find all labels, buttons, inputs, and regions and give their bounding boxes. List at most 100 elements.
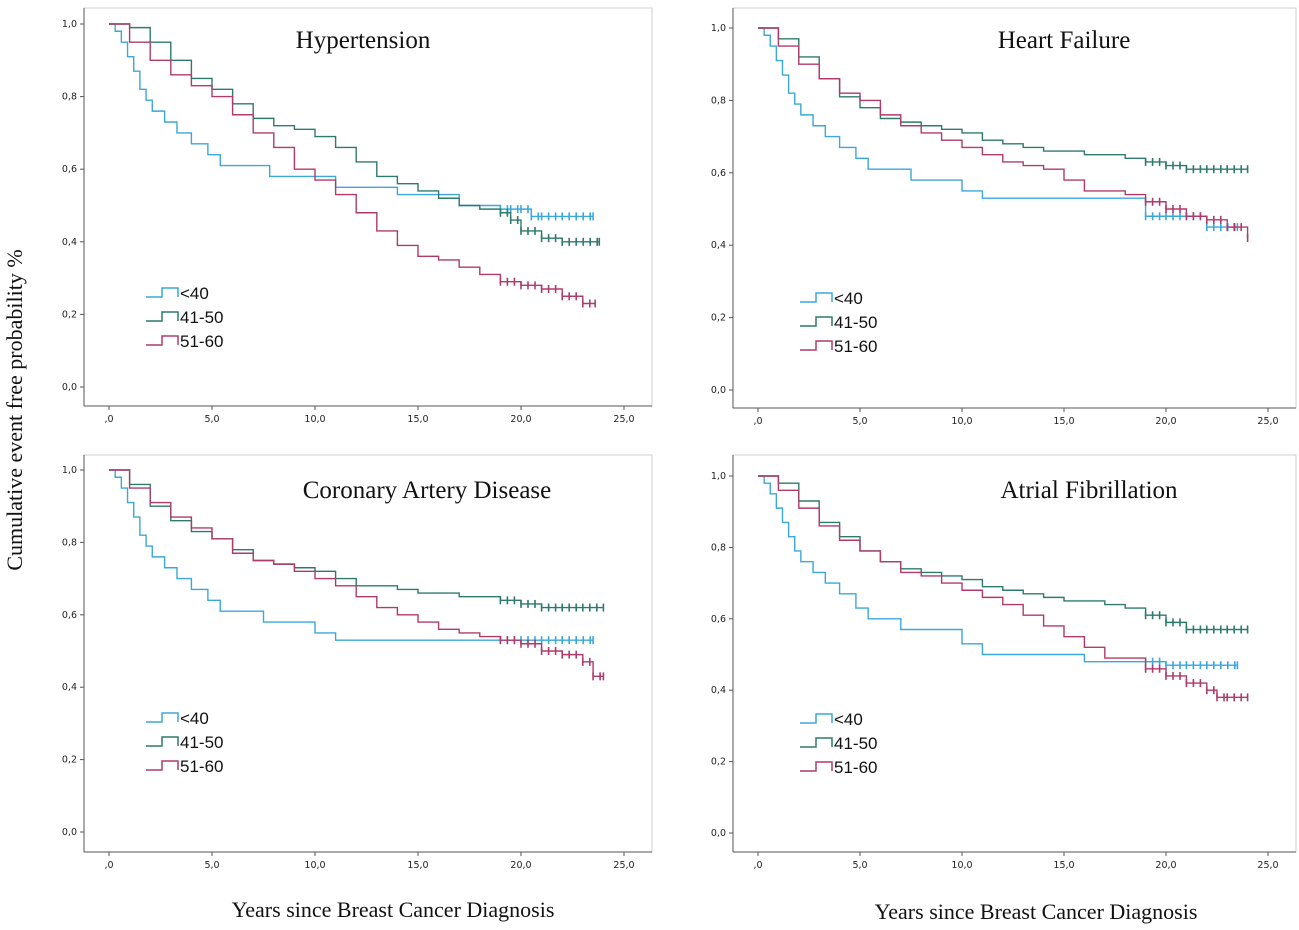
x-tick-label: ,0: [104, 860, 113, 871]
y-tick-label: 0,8: [711, 95, 726, 106]
x-tick-label: 15,0: [407, 414, 428, 425]
x-tick-label: ,0: [753, 416, 762, 427]
y-tick-label: 0,6: [711, 168, 726, 179]
x-tick-label: 5,0: [204, 860, 219, 871]
panel-2: 0,0 0,2 0,4 0,6 0,8 1,0 ,0 5,0 10,0 15,0 20,0 25,0 H…: [711, 7, 1297, 427]
legend-label-41-50: 41-50: [180, 733, 223, 752]
legend: <40 41-50 51-60: [800, 710, 877, 777]
y-tick-label: 1,0: [62, 465, 77, 476]
y-tick-label: 0,2: [62, 309, 77, 320]
censor-marks-lt40: [1144, 212, 1239, 232]
panel-1: 0,0 0,2 0,4 0,6 0,8 1,0 ,0 5,0 10,0 15,0 20,0 25,0 H…: [62, 7, 653, 425]
legend-label-41-50: 41-50: [180, 308, 223, 327]
legend-swatch-41-50: [800, 316, 833, 327]
censor-marks-lt40: [1144, 657, 1239, 670]
x-tick-label: 15,0: [1053, 860, 1074, 871]
legend-swatch-41-50: [146, 736, 179, 747]
plot-frame: [732, 7, 1297, 409]
y-tick-label: 0,6: [711, 614, 726, 625]
legend: <40 41-50 51-60: [146, 709, 223, 776]
censor-marks-51-60: [1144, 664, 1249, 702]
panel-3: 0,0 0,2 0,4 0,6 0,8 1,0 ,0 5,0 10,0 15,0 20,0 25,0 C…: [62, 454, 653, 871]
panel-title: Heart Failure: [998, 27, 1131, 54]
x-tick-label: 10,0: [951, 416, 972, 427]
y-tick-label: 0,8: [62, 92, 77, 103]
x-tick-label: 5,0: [204, 414, 219, 425]
y-tick-label: 0,4: [711, 240, 726, 251]
y-tick-label: 0,4: [711, 685, 726, 696]
legend-label-51-60: 51-60: [180, 757, 223, 776]
series-line-51-60: [109, 23, 596, 305]
censor-marks-41-50: [499, 596, 605, 612]
x-tick-label: 20,0: [1155, 860, 1176, 871]
x-tick-label: 10,0: [304, 414, 325, 425]
panel-title: Atrial Fibrillation: [1000, 477, 1178, 504]
legend-label-51-60: 51-60: [834, 758, 877, 777]
y-tick-label: 0,6: [62, 164, 77, 175]
x-tick-label: 5,0: [852, 416, 867, 427]
series-line-51-60: [758, 475, 1248, 699]
legend-swatch-lt40: [146, 712, 179, 723]
y-tick-label: 0,2: [62, 755, 77, 766]
x-tick-label: 20,0: [1155, 416, 1176, 427]
x-tick-label: 20,0: [510, 860, 531, 871]
y-tick-label: 0,2: [711, 313, 726, 324]
y-tick-label: 1,0: [62, 19, 77, 30]
legend-swatch-51-60: [146, 760, 179, 771]
y-tick-label: 0,8: [62, 537, 77, 548]
y-tick-label: 0,0: [62, 382, 77, 393]
panels-group: 0,0 0,2 0,4 0,6 0,8 1,0 ,0 5,0 10,0 15,0 20,0 25,0 H…: [62, 7, 1297, 871]
y-tick-label: 1,0: [711, 23, 726, 34]
series-line-lt40: [758, 27, 1238, 228]
plot-frame: [732, 454, 1297, 853]
legend: <40 41-50 51-60: [146, 284, 223, 351]
x-axis-title-left: Years since Breast Cancer Diagnosis: [232, 897, 555, 922]
x-axis-title-right: Years since Breast Cancer Diagnosis: [875, 899, 1198, 924]
legend-label-lt40: <40: [180, 709, 209, 728]
y-axis-title: Cumulative event free probability %: [2, 249, 27, 570]
x-tick-label: 25,0: [1257, 860, 1278, 871]
y-tick-label: 0,0: [62, 827, 77, 838]
panel-title: Hypertension: [296, 27, 431, 54]
y-tick-label: 0,0: [711, 828, 726, 839]
panel-4: 0,0 0,2 0,4 0,6 0,8 1,0 ,0 5,0 10,0 15,0 20,0 25,0 A…: [711, 454, 1297, 871]
legend-swatch-51-60: [800, 761, 833, 772]
y-tick-label: 0,0: [711, 385, 726, 396]
x-tick-label: ,0: [753, 860, 762, 871]
x-tick-label: 15,0: [1053, 416, 1074, 427]
censor-marks-lt40: [499, 205, 594, 221]
legend-label-41-50: 41-50: [834, 734, 877, 753]
series-line-51-60: [109, 469, 604, 678]
legend-swatch-lt40: [800, 292, 833, 303]
y-tick-label: 0,4: [62, 682, 77, 693]
legend-swatch-41-50: [146, 311, 179, 322]
legend-swatch-51-60: [146, 335, 179, 346]
y-tick-label: 0,4: [62, 237, 77, 248]
x-tick-label: 5,0: [852, 860, 867, 871]
series-line-lt40: [109, 469, 594, 641]
y-tick-label: 1,0: [711, 471, 726, 482]
x-tick-label: 25,0: [613, 414, 634, 425]
legend: <40 41-50 51-60: [800, 289, 877, 356]
y-tick-label: 0,8: [711, 542, 726, 553]
legend-swatch-lt40: [800, 713, 833, 724]
x-tick-label: 25,0: [1257, 416, 1278, 427]
legend-label-lt40: <40: [834, 289, 863, 308]
censor-marks-51-60: [499, 636, 605, 681]
x-tick-label: 10,0: [304, 860, 325, 871]
y-tick-label: 0,6: [62, 610, 77, 621]
plot-frame: [83, 7, 653, 407]
x-tick-label: ,0: [104, 414, 113, 425]
legend-label-lt40: <40: [180, 284, 209, 303]
legend-label-51-60: 51-60: [834, 337, 877, 356]
legend-swatch-lt40: [146, 287, 179, 298]
x-tick-label: 20,0: [510, 414, 531, 425]
censor-marks-41-50: [1144, 157, 1249, 174]
panel-title: Coronary Artery Disease: [303, 477, 552, 504]
censor-marks-51-60: [499, 277, 596, 308]
y-tick-label: 0,2: [711, 757, 726, 768]
legend-label-51-60: 51-60: [180, 332, 223, 351]
legend-swatch-51-60: [800, 340, 833, 351]
censor-marks-51-60: [1144, 197, 1249, 242]
